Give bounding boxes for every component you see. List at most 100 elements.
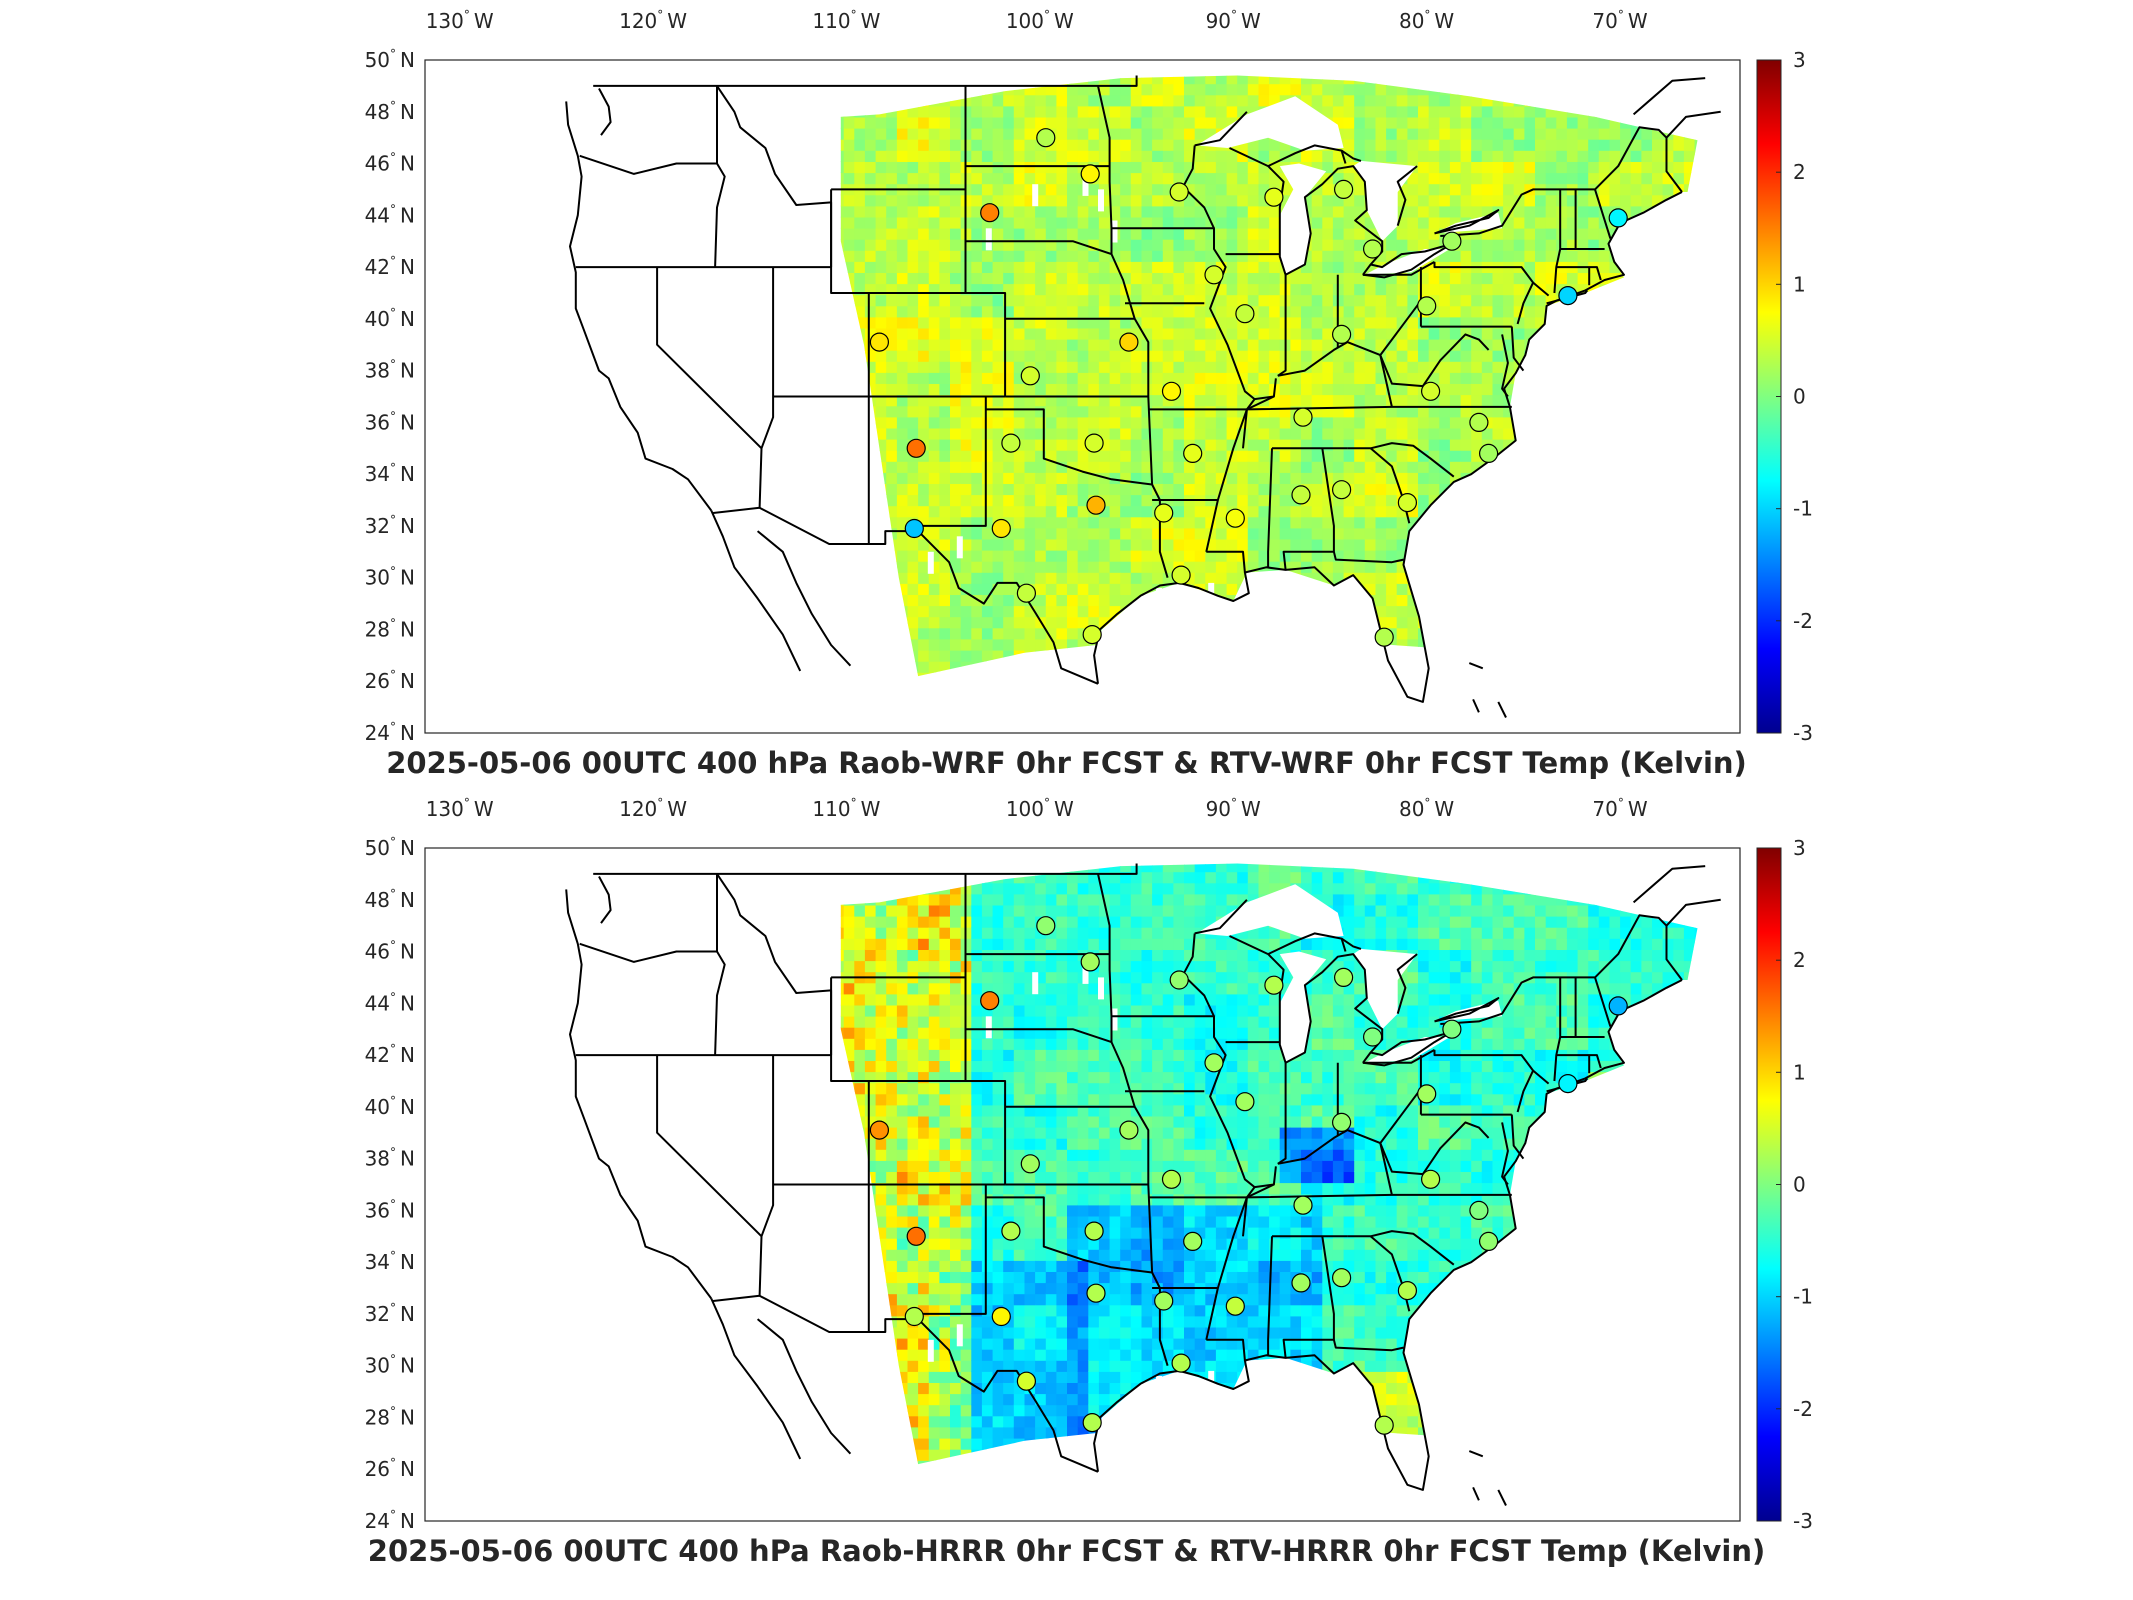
raob-station-marker	[1420, 1169, 1441, 1189]
lat-tick-label: 30° N	[365, 565, 415, 590]
raob-station-marker	[1169, 182, 1189, 202]
water-mask	[1082, 884, 1740, 1521]
colorbar-tick-label: -3	[1793, 721, 1813, 745]
raob-station-marker	[1082, 1412, 1102, 1433]
raob-station-marker	[1374, 1415, 1394, 1435]
lon-tick-label: 70° W	[1592, 796, 1647, 821]
raob-station-marker	[1331, 324, 1352, 344]
lat-tick-label: 28° N	[365, 617, 415, 642]
lon-tick-label: 100° W	[1006, 8, 1074, 33]
raob-station-marker	[980, 203, 1000, 223]
lon-tick-label: 120° W	[619, 8, 687, 33]
raob-station-marker	[1225, 1296, 1245, 1316]
lon-tick-label: 100° W	[1006, 796, 1074, 821]
raob-station-marker	[991, 518, 1011, 539]
raob-station-marker	[1171, 565, 1191, 585]
raob-station-marker	[1020, 366, 1040, 386]
raob-station-marker	[1397, 1281, 1418, 1301]
lat-tick-label: 50° N	[365, 835, 415, 860]
lat-tick-label: 26° N	[365, 668, 415, 693]
lat-tick-label: 50° N	[365, 47, 415, 72]
raob-station-marker	[869, 1120, 890, 1140]
raob-station-marker	[1183, 443, 1203, 463]
raob-station-marker	[1264, 975, 1284, 995]
raob-station-marker	[1235, 304, 1255, 324]
raob-station-marker	[1084, 433, 1104, 453]
raob-station-marker	[1161, 381, 1182, 401]
colorbar-tick-label: 0	[1793, 1173, 1806, 1197]
raob-station-marker	[1333, 179, 1354, 199]
lat-tick-label: 46° N	[365, 939, 415, 964]
map-title-wrf: 2025-05-06 00UTC 400 hPa Raob-WRF 0hr FC…	[386, 746, 1747, 780]
raob-station-marker	[1291, 485, 1311, 505]
lat-tick-label: 44° N	[365, 202, 415, 227]
raob-station-marker	[1080, 952, 1100, 972]
raob-station-marker	[1333, 967, 1354, 987]
raob-station-marker	[1161, 1169, 1182, 1189]
map-frame	[424, 847, 1741, 1522]
lon-tick-label: 130° W	[426, 8, 494, 33]
colorbar-tick-label: 3	[1793, 836, 1806, 860]
colorbar-tick-label: 2	[1793, 160, 1806, 184]
lat-tick-label: 30° N	[365, 1353, 415, 1378]
raob-station-marker	[1608, 208, 1628, 228]
raob-station-marker	[991, 1306, 1011, 1327]
lon-tick-label: 130° W	[426, 796, 494, 821]
raob-station-marker	[1478, 443, 1499, 463]
lat-tick-label: 32° N	[365, 513, 415, 538]
map-svg-hrrr: 130° W 120° W 110° W 100° W 90° W 80° W 70° W 50° N 48° N…	[365, 796, 1813, 1533]
lat-tick-label: 34° N	[365, 1249, 415, 1274]
raob-station-marker	[1082, 624, 1102, 645]
raob-station-marker	[1293, 407, 1313, 427]
colorbar-tick-label: 1	[1793, 1060, 1806, 1084]
lat-tick-label: 42° N	[365, 1042, 415, 1067]
raob-station-marker	[1558, 1074, 1578, 1094]
water-mask	[1082, 96, 1740, 733]
raob-station-marker	[1036, 916, 1056, 936]
map-panel-wrf: 130° W 120° W 110° W 100° W 90° W 80° W 70° W 50° N 48° N…	[365, 8, 1813, 780]
lon-tick-label: 110° W	[812, 8, 880, 33]
raob-station-marker	[1293, 1195, 1313, 1215]
raob-station-marker	[904, 1306, 924, 1327]
raob-station-marker	[1469, 412, 1489, 432]
raob-station-marker	[1080, 164, 1100, 184]
colorbar-tick-label: 0	[1793, 385, 1806, 409]
colorbar-tick-label: 2	[1793, 948, 1806, 972]
lat-tick-label: 36° N	[365, 409, 415, 434]
raob-station-marker	[1036, 128, 1056, 148]
raob-station-marker	[1119, 1120, 1139, 1140]
raob-station-marker	[1225, 508, 1245, 528]
lat-tick-label: 48° N	[365, 887, 415, 912]
lat-tick-label: 48° N	[365, 99, 415, 124]
lat-tick-label: 24° N	[365, 720, 415, 745]
raob-station-marker	[1362, 1027, 1383, 1047]
lon-tick-label: 80° W	[1399, 796, 1454, 821]
raob-stations	[869, 128, 1628, 647]
raob-station-marker	[1169, 970, 1189, 990]
lat-tick-label: 24° N	[365, 1508, 415, 1533]
raob-station-marker	[1016, 1371, 1037, 1391]
raob-station-marker	[1417, 296, 1437, 316]
lat-tick-label: 26° N	[365, 1456, 415, 1481]
raob-station-marker	[1020, 1154, 1040, 1174]
raob-station-marker	[1154, 503, 1174, 523]
lat-tick-label: 32° N	[365, 1301, 415, 1326]
raob-station-marker	[1001, 433, 1021, 453]
lon-tick-label: 90° W	[1206, 8, 1261, 33]
colorbar-tick-label: -1	[1793, 497, 1813, 521]
raob-station-marker	[980, 991, 1000, 1011]
map-frame	[424, 59, 1741, 734]
raob-station-marker	[1235, 1092, 1255, 1112]
raob-station-marker	[1374, 627, 1394, 647]
raob-station-marker	[1291, 1273, 1311, 1293]
raob-station-marker	[1016, 583, 1037, 603]
lat-tick-label: 44° N	[365, 990, 415, 1015]
lat-tick-label: 42° N	[365, 254, 415, 279]
raob-station-marker	[1331, 480, 1352, 500]
map-svg-wrf: 130° W 120° W 110° W 100° W 90° W 80° W 70° W 50° N 48° N…	[365, 8, 1813, 745]
map-panel-hrrr: 130° W 120° W 110° W 100° W 90° W 80° W 70° W 50° N 48° N…	[0, 788, 2133, 1588]
lat-tick-label: 38° N	[365, 1146, 415, 1171]
raob-station-marker	[1171, 1353, 1191, 1373]
raob-station-marker	[1417, 1084, 1437, 1104]
raob-station-marker	[1608, 996, 1628, 1016]
